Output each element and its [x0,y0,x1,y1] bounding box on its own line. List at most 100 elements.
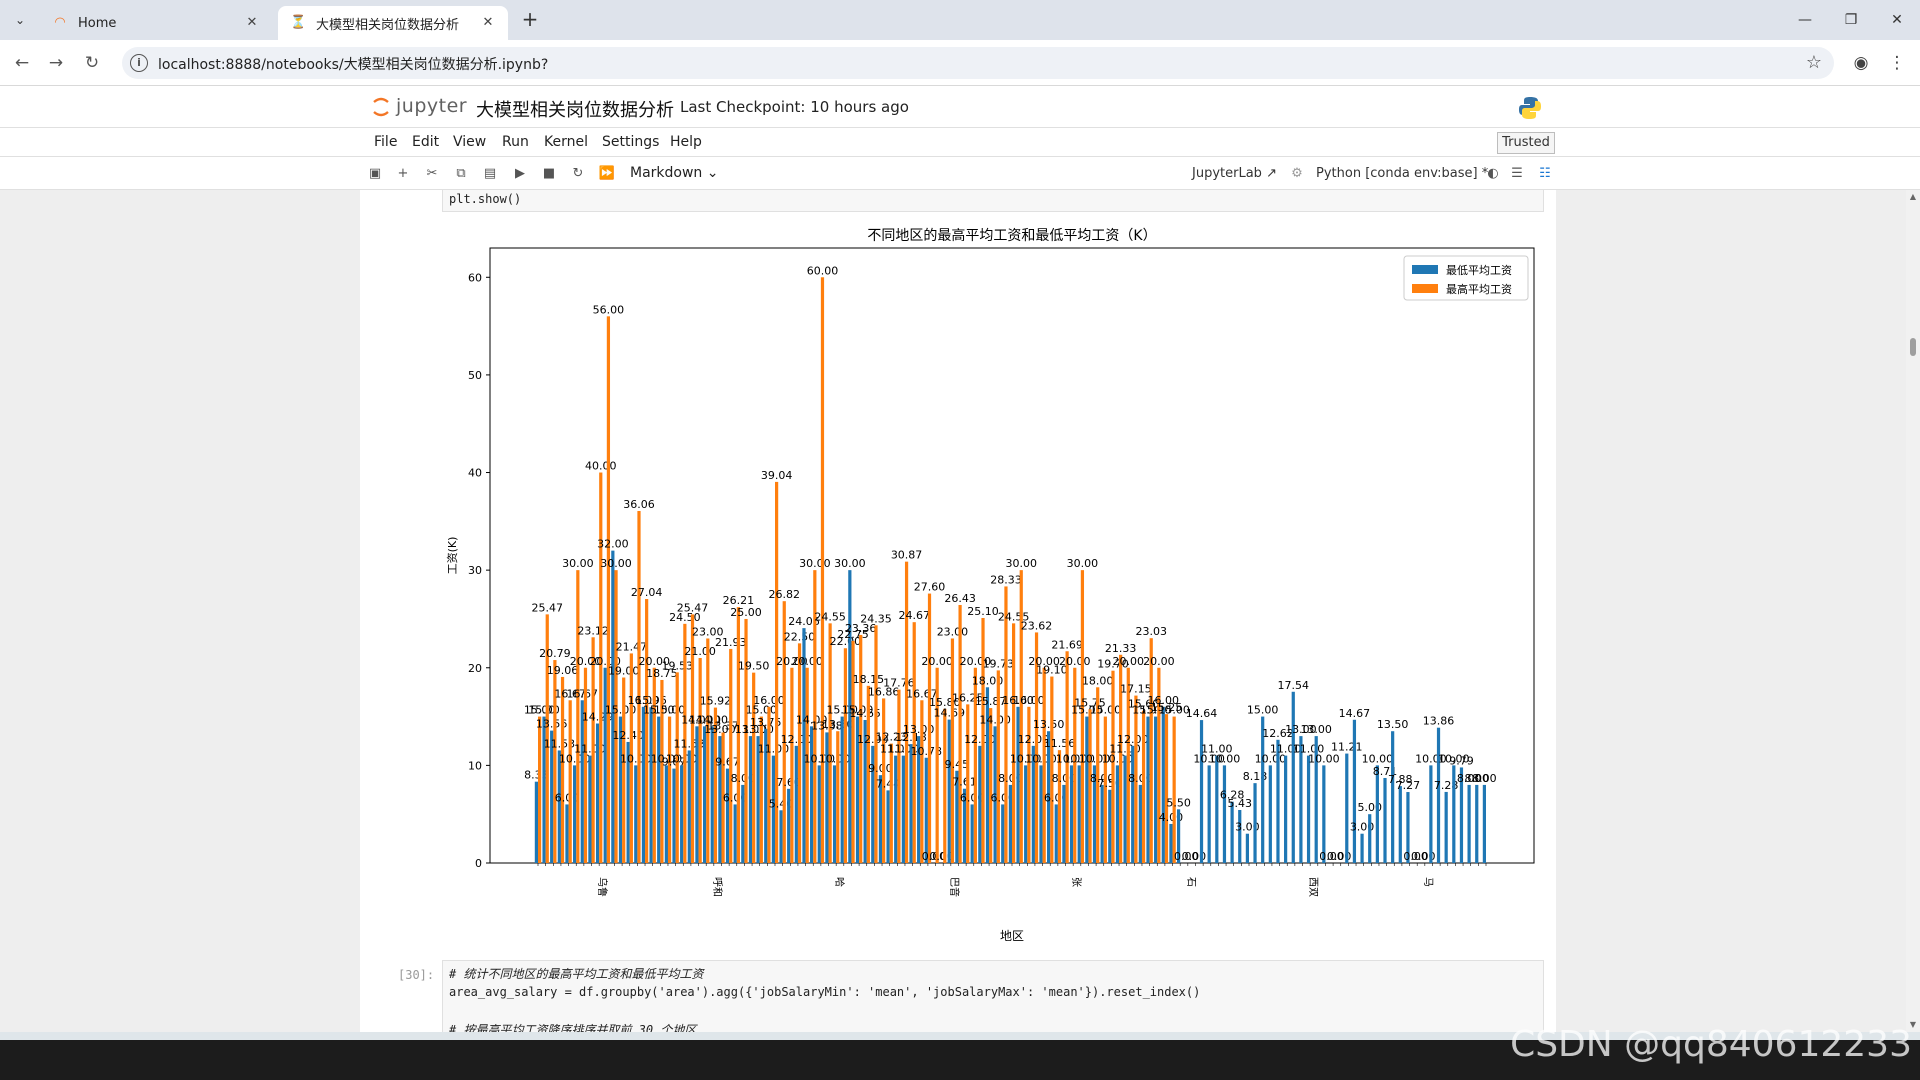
close-icon[interactable]: ✕ [482,15,494,30]
table-of-contents-icon[interactable]: ☷ [1539,166,1551,181]
tab-notebook[interactable]: ⏳ 大模型相关岗位数据分析 ✕ [278,6,508,40]
bar-min [779,810,783,863]
copy-icon[interactable]: ⧉ [456,166,466,181]
forward-icon[interactable]: → [48,53,64,73]
tab-home[interactable]: ◠ Home ✕ [40,6,272,40]
reload-icon[interactable]: ↻ [84,53,100,73]
x-tick-label: 乌鲁 [596,877,609,897]
run-icon[interactable]: ▶ [515,166,525,181]
bar-min [1031,745,1035,863]
url-text[interactable]: localhost:8888/notebooks/大模型相关岗位数据分析.ipy… [158,57,549,73]
kernel-name[interactable]: Python [conda env:base] * [1316,166,1489,181]
bar-max [1103,716,1107,863]
trusted-badge[interactable]: Trusted [1497,132,1555,154]
bar-max [606,316,611,863]
bar-max-label: 15.25 [1151,701,1183,714]
menu-run[interactable]: Run [502,134,529,150]
menu-help[interactable]: Help [670,134,702,150]
menu-settings[interactable]: Settings [602,134,660,150]
bar-min-label: 13.00 [704,723,736,736]
bar-max [1126,667,1130,863]
bar-max-label: 19.50 [738,660,770,673]
notebook-title[interactable]: 大模型相关岗位数据分析 [476,100,674,121]
site-info-icon[interactable]: i [130,54,148,72]
gear-icon[interactable]: ⚙ [1291,166,1303,181]
jupyter-logo-icon[interactable] [372,96,390,118]
menu-edit[interactable]: Edit [412,134,440,150]
bar-max-label: 27.04 [631,586,663,599]
bar-min [1092,765,1097,863]
bar-max [958,604,962,863]
more-menu-icon[interactable]: ⋮ [1888,53,1906,73]
add-cell-icon[interactable]: + [397,166,409,181]
save-icon[interactable]: ▣ [368,166,382,181]
profile-icon[interactable]: ◉ [1853,53,1869,73]
bar-min [1108,789,1112,863]
bar-min [1047,731,1051,863]
tab-search-chevron-icon[interactable]: ⌄ [14,13,26,27]
stop-icon[interactable]: ■ [542,166,556,181]
scrollbar[interactable]: ▲ ▼ [1906,190,1920,1032]
bar-min-label: 10.00 [1362,752,1394,765]
bar-min [657,716,661,863]
bar-min [680,765,684,863]
x-axis-label: 地区 [1000,929,1024,943]
restart-icon[interactable]: ↻ [572,166,584,181]
bar-min-label: 11.53 [544,737,576,750]
code-line: plt.show() [449,192,522,206]
close-window-button[interactable]: ✕ [1891,12,1903,28]
bar-min [1039,765,1043,863]
bar-min [901,755,905,863]
new-tab-button[interactable]: + [521,7,539,31]
jupyter-icon: ◠ [54,15,66,30]
bar-max [981,617,985,863]
jupyter-logo-text[interactable]: jupyter [396,95,468,117]
bookmark-star-icon[interactable]: ☆ [1805,52,1822,73]
bar-min [1253,783,1257,863]
bar-min [1146,716,1150,863]
bar-max-label: 23.36 [845,622,877,635]
scroll-thumb[interactable] [1910,338,1916,356]
bar-max-label: 21.00 [684,645,716,658]
bar-max [889,743,893,863]
bar-max-label: 25.47 [677,601,709,614]
restore-button[interactable]: ❐ [1844,12,1858,28]
bar-min [641,706,646,863]
menu-file[interactable]: File [374,134,398,150]
jupyterlab-link[interactable]: JupyterLab ↗ [1192,166,1277,181]
bar-max [1065,651,1069,863]
bar-max [775,481,779,863]
paste-icon[interactable]: ▤ [483,166,497,181]
bar-min [1268,765,1272,863]
bar-max-label: 18.15 [853,673,885,686]
list-icon[interactable]: ☰ [1511,166,1523,181]
menu-view[interactable]: View [453,134,487,150]
bar-min-label: 14.65 [849,707,881,720]
bar-min [1276,739,1280,863]
bar-max-label: 21.33 [1105,642,1137,655]
minimize-button[interactable]: — [1798,12,1812,28]
bar-min [1429,765,1433,863]
url-field[interactable]: i localhost:8888/notebooks/大模型相关岗位数据分析.i… [122,47,1834,79]
fast-forward-icon[interactable]: ⏩ [598,166,616,181]
cut-icon[interactable]: ✂ [426,166,438,181]
bar-min [1245,833,1249,863]
bar-min-label: 9.79 [1449,754,1474,767]
code-cell-previous[interactable]: plt.show() [442,190,1544,212]
back-icon[interactable]: ← [14,53,30,73]
bar-min-label: 7.27 [1396,779,1421,792]
menu-kernel[interactable]: Kernel [544,134,588,150]
code-cell-next[interactable]: # 统计不同地区的最高平均工资和最低平均工资 area_avg_salary =… [442,960,1544,1032]
bar-max-label: 18.75 [646,667,678,680]
close-icon[interactable]: ✕ [246,15,258,30]
cell-type-select[interactable]: Markdown ⌄ [630,165,718,181]
scroll-up-icon[interactable]: ▲ [1909,192,1917,201]
bar-max [996,670,1000,863]
bar-min [725,768,730,863]
y-tick-label: 60 [468,271,482,284]
bar-max [813,570,817,863]
bar-min-label: 0.00 [1174,850,1199,863]
bar-max-label: 20.00 [1113,655,1145,668]
bar-min [634,765,638,863]
scroll-down-icon[interactable]: ▼ [1909,1020,1917,1029]
